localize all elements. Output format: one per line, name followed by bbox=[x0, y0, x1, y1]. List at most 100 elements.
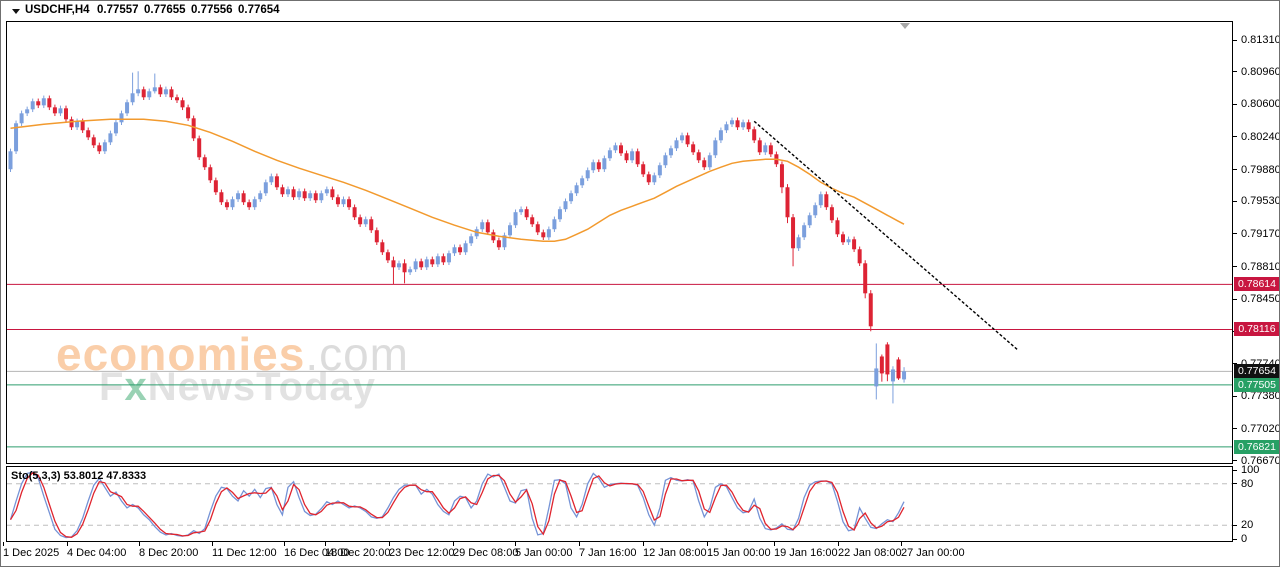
candlestick bbox=[730, 117, 734, 128]
candlestick bbox=[696, 149, 701, 163]
candlestick bbox=[707, 152, 712, 170]
stoch-axis-tick bbox=[1233, 525, 1237, 526]
price-badge: 0.76821 bbox=[1234, 440, 1279, 454]
candlestick bbox=[430, 256, 435, 268]
candlestick bbox=[202, 154, 207, 170]
candlestick bbox=[25, 106, 30, 117]
candlestick bbox=[347, 196, 352, 210]
candlestick bbox=[785, 184, 790, 224]
candlestick bbox=[458, 244, 463, 255]
candlestick bbox=[885, 342, 890, 382]
time-axis-tick[interactable] bbox=[67, 542, 68, 546]
candlestick bbox=[180, 97, 185, 111]
time-axis-tick[interactable] bbox=[707, 542, 708, 546]
candlestick bbox=[297, 188, 302, 200]
stochastic-chart[interactable] bbox=[6, 466, 1233, 542]
candlestick bbox=[519, 206, 524, 215]
candlestick bbox=[535, 221, 540, 236]
candlestick bbox=[552, 216, 557, 232]
candlestick bbox=[219, 189, 224, 205]
candlestick bbox=[613, 142, 618, 154]
time-axis-tick[interactable] bbox=[139, 542, 140, 546]
stoch-axis-tick bbox=[1233, 539, 1237, 540]
time-axis-label: 23 Dec 12:00 bbox=[389, 547, 455, 559]
time-axis-tick[interactable] bbox=[284, 542, 285, 546]
candlestick bbox=[630, 148, 635, 163]
candlestick bbox=[358, 214, 363, 227]
candlestick bbox=[147, 88, 152, 100]
price-axis-tick bbox=[1233, 71, 1237, 72]
price-axis-tick bbox=[1233, 428, 1237, 429]
time-axis-tick[interactable] bbox=[579, 542, 580, 546]
candlestick bbox=[890, 366, 895, 404]
chart-shift-marker-icon[interactable] bbox=[900, 23, 910, 29]
candlestick bbox=[502, 232, 507, 250]
time-axis-label: 8 Dec 20:00 bbox=[139, 547, 199, 559]
chart-titlebar: USDCHF,H4 0.77557 0.77655 0.77556 0.7765… bbox=[1, 1, 1279, 21]
candlestick bbox=[402, 259, 407, 284]
candlestick bbox=[158, 84, 163, 98]
candlestick bbox=[896, 357, 901, 380]
time-axis-tick[interactable] bbox=[774, 542, 775, 546]
price-axis-label: 0.79530 bbox=[1241, 195, 1280, 207]
ohlc-low: 0.77556 bbox=[191, 4, 233, 16]
candlestick bbox=[746, 119, 751, 132]
price-badge: 0.78614 bbox=[1234, 277, 1279, 291]
time-axis-tick[interactable] bbox=[3, 542, 4, 546]
stoch-axis-tick bbox=[1233, 470, 1237, 471]
stoch-axis-label: 80 bbox=[1241, 478, 1254, 490]
price-axis-label: 0.79880 bbox=[1241, 164, 1280, 176]
price-chart[interactable] bbox=[6, 21, 1233, 464]
candlestick bbox=[569, 190, 574, 204]
candlestick bbox=[724, 121, 729, 133]
candlestick bbox=[452, 244, 457, 256]
time-axis-tick[interactable] bbox=[901, 542, 902, 546]
price-axis-label: 0.78810 bbox=[1241, 261, 1280, 273]
candlestick bbox=[263, 179, 268, 196]
candlestick bbox=[585, 167, 590, 182]
symbol-dropdown-icon[interactable] bbox=[12, 9, 20, 14]
time-axis-tick[interactable] bbox=[325, 542, 326, 546]
time-axis-tick[interactable] bbox=[838, 542, 839, 546]
time-axis-tick[interactable] bbox=[453, 542, 454, 546]
candlestick bbox=[69, 116, 74, 130]
stoch-axis-tick bbox=[1233, 483, 1237, 484]
stoch-axis-label: 100 bbox=[1241, 464, 1260, 476]
price-axis-tick bbox=[1233, 169, 1237, 170]
candlestick bbox=[186, 104, 191, 122]
downtrend-trendline[interactable] bbox=[753, 120, 1019, 351]
candlestick bbox=[691, 141, 696, 156]
price-badge: 0.77505 bbox=[1234, 378, 1279, 392]
candlestick bbox=[335, 194, 340, 207]
time-axis-tick[interactable] bbox=[389, 542, 390, 546]
candlestick bbox=[374, 227, 379, 246]
price-axis-label: 0.79170 bbox=[1241, 228, 1280, 240]
candlestick bbox=[236, 190, 241, 202]
price-axis-label: 0.77020 bbox=[1241, 423, 1280, 435]
chart-title-symbol: USDCHF,H4 bbox=[25, 4, 90, 16]
indicator-label: Sto(5,3,3) 53.8012 47.8333 bbox=[11, 470, 146, 482]
candlestick bbox=[75, 118, 80, 130]
time-axis-label: 29 Dec 08:00 bbox=[453, 547, 519, 559]
time-axis-tick[interactable] bbox=[643, 542, 644, 546]
candlestick bbox=[247, 199, 252, 210]
candlestick bbox=[313, 190, 318, 203]
time-axis-tick[interactable] bbox=[515, 542, 516, 546]
moving-average-line bbox=[10, 118, 905, 243]
candlestick bbox=[97, 142, 102, 155]
stoch-d-line bbox=[9, 472, 905, 538]
candlestick bbox=[208, 164, 213, 184]
time-axis-tick[interactable] bbox=[212, 542, 213, 546]
candlestick bbox=[480, 219, 485, 232]
candlestick bbox=[818, 191, 823, 208]
indicator-d-value: 47.8333 bbox=[106, 470, 147, 482]
candlestick bbox=[258, 190, 263, 202]
time-axis-label: 19 Jan 16:00 bbox=[774, 547, 838, 559]
candlestick bbox=[718, 127, 723, 144]
candles bbox=[8, 71, 907, 404]
candlestick bbox=[8, 148, 13, 172]
candlestick bbox=[152, 73, 157, 94]
candlestick bbox=[868, 290, 873, 332]
candlestick bbox=[607, 147, 612, 161]
candlestick bbox=[863, 260, 868, 299]
